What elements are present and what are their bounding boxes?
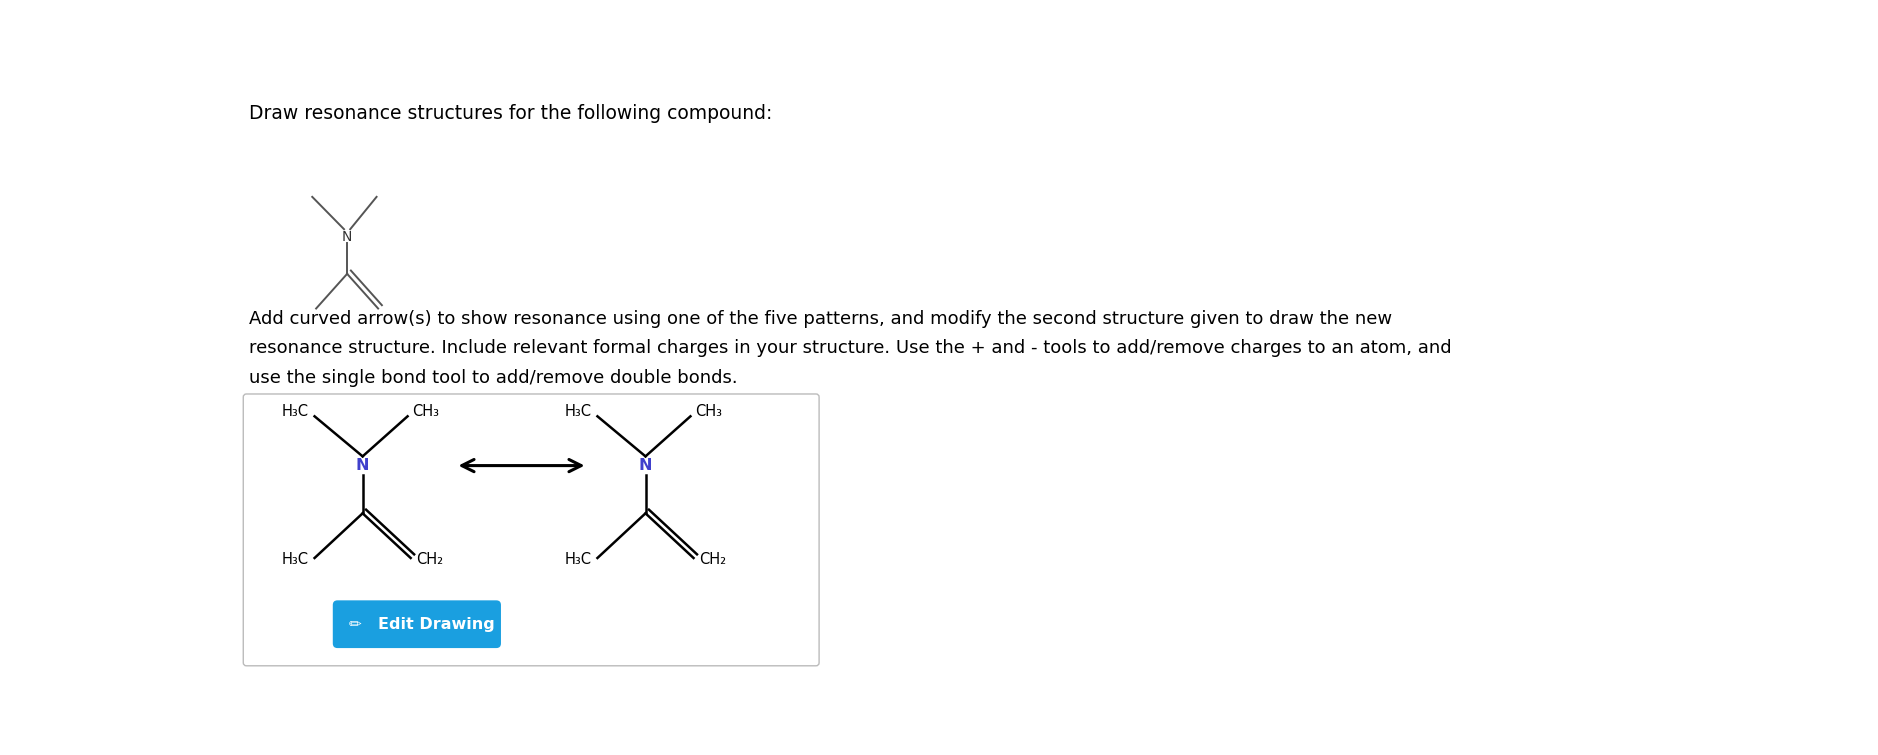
- Text: ✏: ✏: [347, 617, 361, 632]
- Text: CH₂: CH₂: [417, 552, 443, 567]
- Text: use the single bond tool to add/remove double bonds.: use the single bond tool to add/remove d…: [248, 368, 738, 387]
- FancyBboxPatch shape: [244, 394, 819, 666]
- Text: N: N: [355, 458, 370, 473]
- Text: H₃C: H₃C: [282, 404, 310, 419]
- Text: N: N: [342, 230, 353, 244]
- Text: H₃C: H₃C: [565, 552, 592, 567]
- Text: CH₃: CH₃: [413, 404, 439, 419]
- Text: resonance structure. Include relevant formal charges in your structure. Use the : resonance structure. Include relevant fo…: [248, 339, 1452, 357]
- Text: Edit Drawing: Edit Drawing: [377, 617, 494, 632]
- Text: H₃C: H₃C: [282, 552, 310, 567]
- FancyBboxPatch shape: [332, 600, 501, 648]
- Text: Add curved arrow(s) to show resonance using one of the five patterns, and modify: Add curved arrow(s) to show resonance us…: [248, 310, 1392, 328]
- Text: CH₂: CH₂: [699, 552, 727, 567]
- Text: N: N: [639, 458, 652, 473]
- Text: Draw resonance structures for the following compound:: Draw resonance structures for the follow…: [248, 103, 772, 123]
- Text: H₃C: H₃C: [565, 404, 592, 419]
- Text: CH₃: CH₃: [695, 404, 723, 419]
